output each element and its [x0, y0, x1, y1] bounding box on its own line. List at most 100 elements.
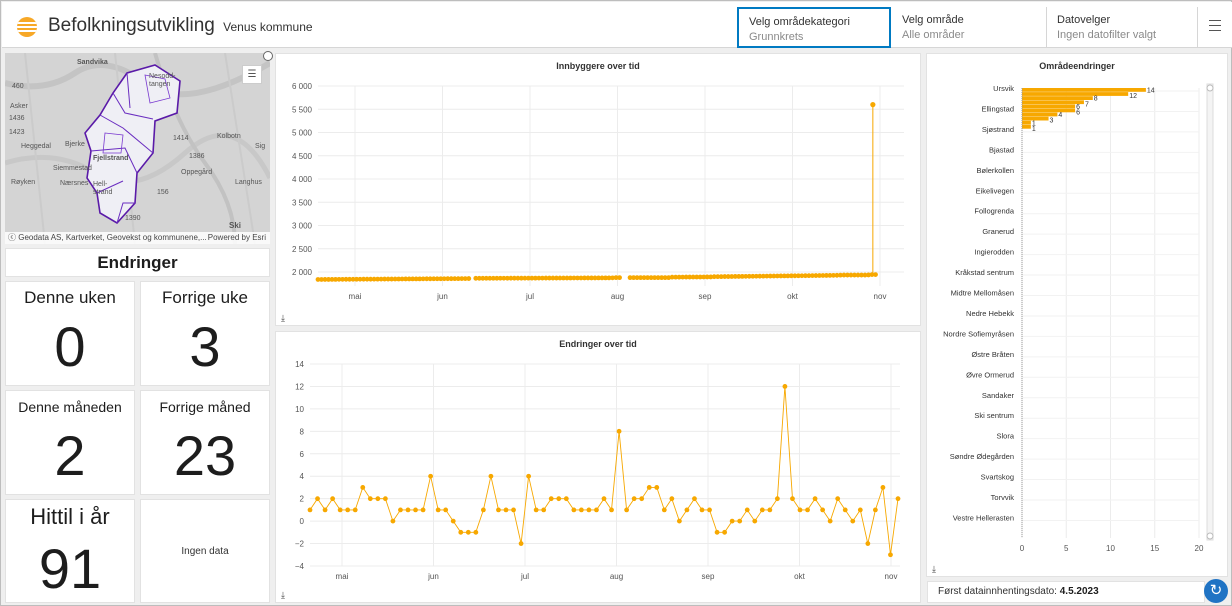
category-label: Eikelivegen	[976, 186, 1014, 195]
hamburger-menu-icon[interactable]	[1209, 20, 1221, 32]
data-point	[315, 277, 321, 282]
data-point	[601, 496, 607, 502]
data-point	[859, 272, 864, 278]
scrollbar-handle	[1206, 84, 1214, 92]
data-point	[529, 275, 535, 281]
data-point	[785, 273, 791, 279]
y-tick-label: 3 000	[292, 222, 313, 231]
y-tick-label: 6 000	[292, 82, 313, 91]
data-point	[508, 275, 514, 281]
data-point	[319, 277, 324, 282]
category-label: Ingierodden	[974, 248, 1014, 257]
bar	[1022, 92, 1129, 96]
area-selector[interactable]: Velg område Alle områder	[892, 7, 1046, 48]
data-point	[333, 276, 338, 282]
data-point	[364, 276, 370, 282]
data-point	[699, 507, 705, 513]
category-label: Nedre Hebekk	[966, 309, 1014, 318]
data-point	[501, 275, 507, 281]
data-point	[396, 276, 402, 282]
x-tick-label: nov	[885, 572, 898, 581]
x-tick-label: mai	[336, 572, 349, 581]
map-view[interactable]: Sandvika Nesodd-tangen Asker 1436 1423 H…	[5, 53, 270, 244]
download-icon[interactable]: ⤓	[281, 590, 285, 600]
data-point	[533, 507, 539, 513]
changes-chart-panel: Endringer over tid −4 −2 0 2 4 6 8 10 12 14 mai jun…	[275, 331, 921, 603]
y-tick-label: 2 500	[292, 245, 313, 254]
y-tick-label: 12	[295, 382, 304, 391]
download-icon[interactable]: ⤓	[932, 564, 936, 574]
category-label: Søndre Ødegården	[950, 452, 1014, 461]
kpi-value: 0	[54, 315, 86, 378]
data-point	[547, 275, 552, 281]
header-divider	[1046, 7, 1047, 48]
data-point	[707, 507, 712, 513]
data-point	[431, 276, 437, 282]
bar-value-label: 4	[1058, 112, 1062, 119]
data-point	[827, 518, 833, 524]
data-point	[634, 275, 640, 281]
data-point	[525, 275, 531, 281]
data-point	[824, 273, 829, 278]
x-tick-label: 0	[1020, 544, 1025, 553]
population-chart[interactable]: 2 000 2 500 3 000 3 500 4 000 4 500 5 000 5 500…	[276, 70, 920, 325]
data-point	[872, 507, 878, 513]
map-canvas[interactable]	[5, 53, 270, 244]
data-point	[790, 496, 795, 502]
data-point	[788, 273, 794, 279]
data-point	[561, 275, 566, 281]
area-category-selector[interactable]: Velg områdekategori Grunnkrets	[737, 7, 891, 48]
scrollbar-handle	[1206, 532, 1214, 540]
changes-chart[interactable]: −4 −2 0 2 4 6 8 10 12 14 mai jun jul aug sep okt nov	[276, 348, 920, 602]
area-changes-chart[interactable]: 0 5 10 15 20 Ursvik Ellingstad Sjøstrand Bjastad…	[927, 70, 1227, 575]
legend-list-icon[interactable]: ☰	[242, 65, 262, 84]
date-picker[interactable]: Datovelger Ingen datofilter valgt	[1047, 7, 1197, 48]
kpi-label: Denne måneden	[18, 399, 122, 415]
data-point	[767, 507, 773, 513]
data-point	[850, 518, 856, 524]
data-point	[680, 274, 686, 280]
map-place-label: Bjerke	[65, 141, 85, 148]
data-point	[417, 276, 423, 282]
data-point	[848, 272, 854, 278]
data-point	[441, 276, 447, 282]
data-point	[399, 276, 405, 282]
area-value: Alle områder	[902, 29, 965, 41]
map-road-label: 1423	[9, 129, 25, 136]
x-tick-label: sep	[702, 572, 715, 581]
data-point	[641, 275, 647, 281]
download-icon[interactable]: ⤓	[281, 313, 285, 323]
y-tick-label: 5 500	[292, 105, 313, 114]
info-icon[interactable]: ⓒ	[8, 233, 16, 242]
data-point	[627, 275, 633, 281]
data-point	[594, 507, 599, 513]
date-picker-value: Ingen datofilter valgt	[1057, 29, 1157, 41]
category-label: Ski sentrum	[974, 411, 1014, 420]
data-point	[322, 507, 328, 513]
data-point	[330, 496, 336, 502]
fullscreen-icon[interactable]	[263, 51, 273, 61]
data-point	[586, 507, 592, 513]
data-point	[852, 272, 857, 278]
data-point	[568, 275, 573, 281]
powered-by-esri[interactable]: Powered by Esri	[207, 233, 266, 242]
data-point	[624, 507, 630, 513]
y-tick-label: 6	[300, 450, 305, 459]
data-point	[708, 274, 714, 280]
kpi-year-to-date: Hittil i år 91	[5, 499, 135, 603]
data-point	[443, 507, 449, 513]
data-point	[820, 273, 826, 278]
map-road-label: 1436	[9, 115, 25, 122]
refresh-icon[interactable]: ↻	[1204, 579, 1228, 603]
map-place-label: Fjellstrand	[93, 155, 129, 162]
kpi-value: 91	[38, 537, 102, 600]
data-point	[511, 275, 517, 281]
data-point	[480, 507, 486, 513]
data-point	[760, 273, 766, 279]
data-point	[543, 275, 549, 281]
data-point	[511, 507, 516, 513]
app-subtitle: Venus kommune	[223, 20, 313, 34]
data-point	[515, 275, 521, 281]
data-point	[343, 276, 349, 282]
data-point	[648, 275, 654, 281]
